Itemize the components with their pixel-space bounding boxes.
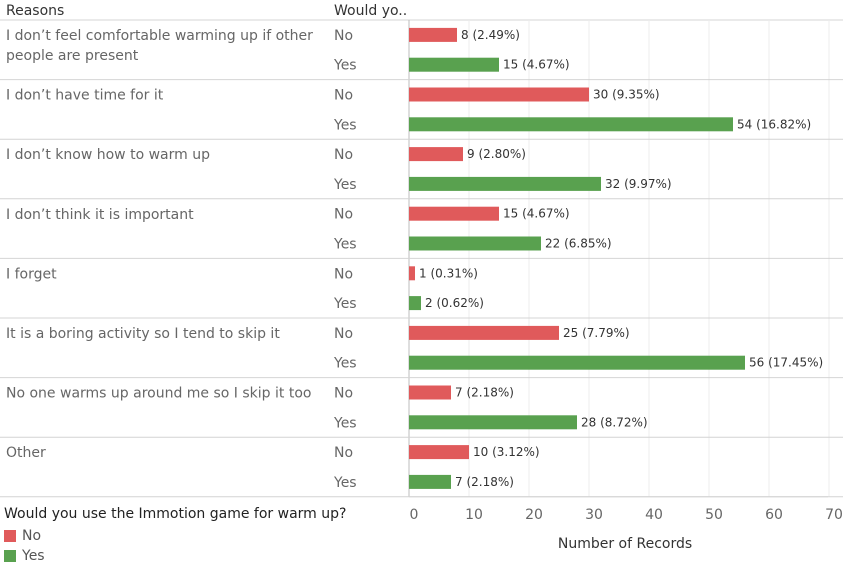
bar-yes[interactable] [409, 57, 499, 72]
reason-label: I don’t feel comfortable warming up if o… [6, 28, 313, 44]
reason-label: I don’t know how to warm up [6, 147, 210, 163]
reason-group: I don’t know how to warm up No 9 (2.80%) Ye… [6, 147, 672, 193]
legend-swatch-yes [4, 550, 16, 562]
response-label: No [334, 147, 353, 163]
response-label: Yes [333, 237, 357, 253]
bar-no[interactable] [409, 147, 463, 162]
bar-no[interactable] [409, 325, 559, 340]
bar-yes[interactable] [409, 236, 541, 251]
response-label: Yes [333, 475, 357, 491]
response-label: Yes [333, 177, 357, 193]
data-label: 15 (4.67%) [503, 207, 570, 221]
response-label: Yes [333, 356, 357, 372]
legend-item-yes[interactable]: Yes [4, 546, 346, 566]
x-tick-label: 30 [585, 507, 603, 523]
x-tick-label: 70 [825, 507, 843, 523]
data-label: 32 (9.97%) [605, 177, 672, 191]
bar-no[interactable] [409, 445, 469, 460]
bar-no[interactable] [409, 266, 415, 281]
x-tick-label: 60 [765, 507, 783, 523]
bar-no[interactable] [409, 27, 457, 42]
data-label: 54 (16.82%) [737, 117, 811, 131]
data-label: 8 (2.49%) [461, 28, 520, 42]
chart-rows: I don’t feel comfortable warming up if o… [6, 27, 823, 491]
response-label: No [334, 28, 353, 44]
reason-label: I don’t think it is important [6, 207, 194, 223]
data-label: 7 (2.18%) [455, 386, 514, 400]
reasons-header: Reasons [6, 3, 64, 19]
data-label: 25 (7.79%) [563, 326, 630, 340]
bar-no[interactable] [409, 385, 451, 400]
bar-yes[interactable] [409, 176, 601, 191]
reason-group: I forget No 1 (0.31%) Yes 2 (0.62%) [6, 266, 484, 312]
response-label: Yes [333, 415, 357, 431]
response-label: No [334, 445, 353, 461]
bar-yes[interactable] [409, 296, 421, 311]
reason-label: people are present [6, 48, 139, 64]
reason-label: It is a boring activity so I tend to ski… [6, 326, 280, 342]
data-label: 22 (6.85%) [545, 237, 612, 251]
reason-group: I don’t think it is important No 15 (4.67%… [6, 206, 612, 253]
data-label: 10 (3.12%) [473, 445, 540, 459]
x-tick-label: 50 [705, 507, 723, 523]
x-tick-label: 20 [525, 507, 543, 523]
reason-group: No one warms up around me so I skip it t… [6, 385, 648, 431]
x-tick-label: 10 [465, 507, 483, 523]
reason-group: I don’t have time for it No 30 (9.35%) Yes 5… [6, 87, 811, 133]
data-label: 7 (2.18%) [455, 475, 514, 489]
data-label: 30 (9.35%) [593, 88, 660, 102]
reason-group: It is a boring activity so I tend to ski… [6, 325, 823, 372]
bar-no[interactable] [409, 87, 589, 102]
data-label: 28 (8.72%) [581, 415, 648, 429]
reason-label: I forget [6, 266, 57, 282]
reason-label: No one warms up around me so I skip it t… [6, 386, 311, 402]
legend-item-no[interactable]: No [4, 526, 346, 546]
legend-title: Would you use the Immotion game for warm… [4, 506, 347, 522]
bar-yes[interactable] [409, 415, 577, 430]
legend: Would you use the Immotion game for warm… [4, 506, 346, 566]
bar-yes[interactable] [409, 355, 745, 370]
bar-yes[interactable] [409, 474, 451, 489]
data-label: 56 (17.45%) [749, 356, 823, 370]
x-tick-label: 0 [410, 507, 419, 523]
bar-yes[interactable] [409, 117, 733, 132]
response-header: Would yo.. [334, 3, 407, 19]
legend-swatch-no [4, 530, 16, 542]
response-label: No [334, 88, 353, 104]
x-tick-label: 40 [645, 507, 663, 523]
bar-no[interactable] [409, 206, 499, 221]
response-label: No [334, 326, 353, 342]
x-axis: 0 10 20 30 40 50 60 70 [409, 496, 843, 523]
response-label: No [334, 207, 353, 223]
legend-label-no: No [22, 528, 42, 544]
response-label: Yes [333, 58, 357, 74]
data-label: 9 (2.80%) [467, 147, 526, 161]
x-axis-title: Number of Records [558, 536, 692, 552]
response-label: No [334, 266, 353, 282]
response-label: Yes [333, 296, 357, 312]
reason-group: I don’t feel comfortable warming up if o… [6, 27, 570, 74]
data-label: 15 (4.67%) [503, 58, 570, 72]
reason-label: Other [6, 445, 46, 461]
legend-label-yes: Yes [22, 548, 45, 564]
response-label: Yes [333, 117, 357, 133]
reason-label: I don’t have time for it [6, 88, 164, 104]
data-label: 2 (0.62%) [425, 296, 484, 310]
response-label: No [334, 386, 353, 402]
data-label: 1 (0.31%) [419, 266, 478, 280]
reason-group: Other No 10 (3.12%) Yes 7 (2.18%) [6, 445, 540, 491]
